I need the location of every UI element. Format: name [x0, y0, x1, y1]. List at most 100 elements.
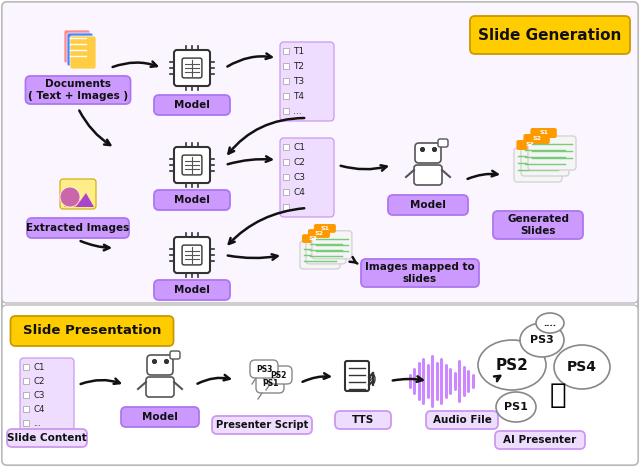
FancyBboxPatch shape	[2, 2, 638, 303]
FancyBboxPatch shape	[60, 179, 96, 209]
Bar	[23, 363, 29, 369]
Text: ...: ...	[293, 107, 301, 116]
FancyBboxPatch shape	[27, 218, 129, 238]
Text: Presenter Script: Presenter Script	[216, 420, 308, 430]
FancyBboxPatch shape	[170, 351, 180, 359]
FancyBboxPatch shape	[212, 416, 312, 434]
Ellipse shape	[478, 340, 546, 390]
FancyBboxPatch shape	[20, 358, 74, 432]
FancyBboxPatch shape	[67, 33, 93, 66]
Text: PS2: PS2	[270, 370, 286, 380]
FancyBboxPatch shape	[70, 36, 96, 69]
Text: T4: T4	[293, 92, 304, 101]
FancyBboxPatch shape	[2, 305, 638, 465]
Text: S3: S3	[525, 142, 534, 148]
Text: Model: Model	[174, 100, 210, 110]
Bar	[23, 377, 29, 383]
FancyBboxPatch shape	[174, 147, 210, 183]
FancyBboxPatch shape	[182, 245, 202, 265]
FancyBboxPatch shape	[521, 142, 569, 176]
Text: Images mapped to
slides: Images mapped to slides	[365, 262, 475, 284]
FancyBboxPatch shape	[154, 280, 230, 300]
FancyBboxPatch shape	[302, 234, 324, 243]
Text: S1: S1	[539, 130, 548, 135]
FancyBboxPatch shape	[300, 241, 340, 269]
Text: C3: C3	[33, 390, 45, 399]
FancyBboxPatch shape	[280, 138, 334, 217]
FancyBboxPatch shape	[7, 429, 87, 447]
FancyBboxPatch shape	[182, 155, 202, 175]
Text: S2: S2	[314, 231, 323, 236]
FancyBboxPatch shape	[531, 128, 557, 138]
FancyBboxPatch shape	[256, 373, 284, 393]
FancyBboxPatch shape	[146, 377, 174, 397]
Text: S3: S3	[308, 236, 317, 241]
FancyBboxPatch shape	[174, 50, 210, 86]
Text: PS1: PS1	[504, 402, 528, 412]
Bar	[23, 391, 29, 397]
Text: T3: T3	[293, 77, 304, 86]
FancyBboxPatch shape	[312, 231, 352, 259]
Bar	[23, 419, 29, 425]
Ellipse shape	[554, 345, 610, 389]
Text: ...: ...	[33, 418, 41, 427]
Bar	[283, 174, 289, 180]
Bar	[283, 48, 289, 54]
FancyBboxPatch shape	[415, 143, 441, 163]
Polygon shape	[76, 193, 94, 207]
Text: Generated
Slides: Generated Slides	[507, 214, 569, 236]
Text: ...: ...	[293, 203, 301, 212]
FancyBboxPatch shape	[308, 229, 330, 238]
Text: S2: S2	[532, 136, 541, 142]
FancyBboxPatch shape	[264, 366, 292, 384]
Ellipse shape	[520, 323, 564, 357]
Text: PS3: PS3	[530, 335, 554, 345]
Bar	[283, 78, 289, 84]
Text: S1: S1	[321, 226, 330, 231]
Text: Audio File: Audio File	[433, 415, 492, 425]
Text: Slide Presentation: Slide Presentation	[23, 325, 161, 338]
Circle shape	[60, 187, 80, 207]
Text: Documents
( Text + Images ): Documents ( Text + Images )	[28, 79, 128, 101]
Bar	[283, 159, 289, 165]
Bar	[283, 144, 289, 150]
Bar	[283, 93, 289, 99]
FancyBboxPatch shape	[154, 190, 230, 210]
FancyBboxPatch shape	[182, 58, 202, 78]
Text: T2: T2	[293, 62, 304, 71]
Text: PS2: PS2	[495, 358, 529, 373]
Text: Slide Generation: Slide Generation	[478, 28, 621, 42]
Text: C4: C4	[33, 404, 45, 413]
Text: PS4: PS4	[567, 360, 597, 374]
Ellipse shape	[536, 313, 564, 333]
FancyBboxPatch shape	[495, 431, 585, 449]
Text: T1: T1	[293, 47, 304, 56]
Text: C4: C4	[293, 188, 305, 197]
FancyBboxPatch shape	[121, 407, 199, 427]
Text: PS3: PS3	[256, 365, 272, 374]
FancyBboxPatch shape	[10, 316, 173, 346]
Text: C1: C1	[293, 143, 305, 152]
Text: Model: Model	[174, 195, 210, 205]
Bar	[283, 63, 289, 69]
Text: ....: ....	[543, 318, 557, 327]
FancyBboxPatch shape	[470, 16, 630, 54]
Text: C2: C2	[293, 158, 305, 167]
Text: C2: C2	[33, 376, 45, 385]
Bar	[23, 405, 29, 411]
Text: C3: C3	[293, 173, 305, 182]
FancyBboxPatch shape	[345, 361, 369, 391]
FancyBboxPatch shape	[314, 224, 336, 233]
FancyBboxPatch shape	[516, 140, 543, 150]
Polygon shape	[64, 191, 84, 207]
Text: Model: Model	[410, 200, 446, 210]
FancyBboxPatch shape	[438, 139, 448, 147]
FancyBboxPatch shape	[250, 360, 278, 378]
FancyBboxPatch shape	[174, 237, 210, 273]
FancyBboxPatch shape	[306, 236, 346, 264]
Bar	[283, 108, 289, 114]
Bar	[283, 189, 289, 195]
FancyBboxPatch shape	[64, 30, 90, 63]
FancyBboxPatch shape	[388, 195, 468, 215]
FancyBboxPatch shape	[26, 76, 131, 104]
